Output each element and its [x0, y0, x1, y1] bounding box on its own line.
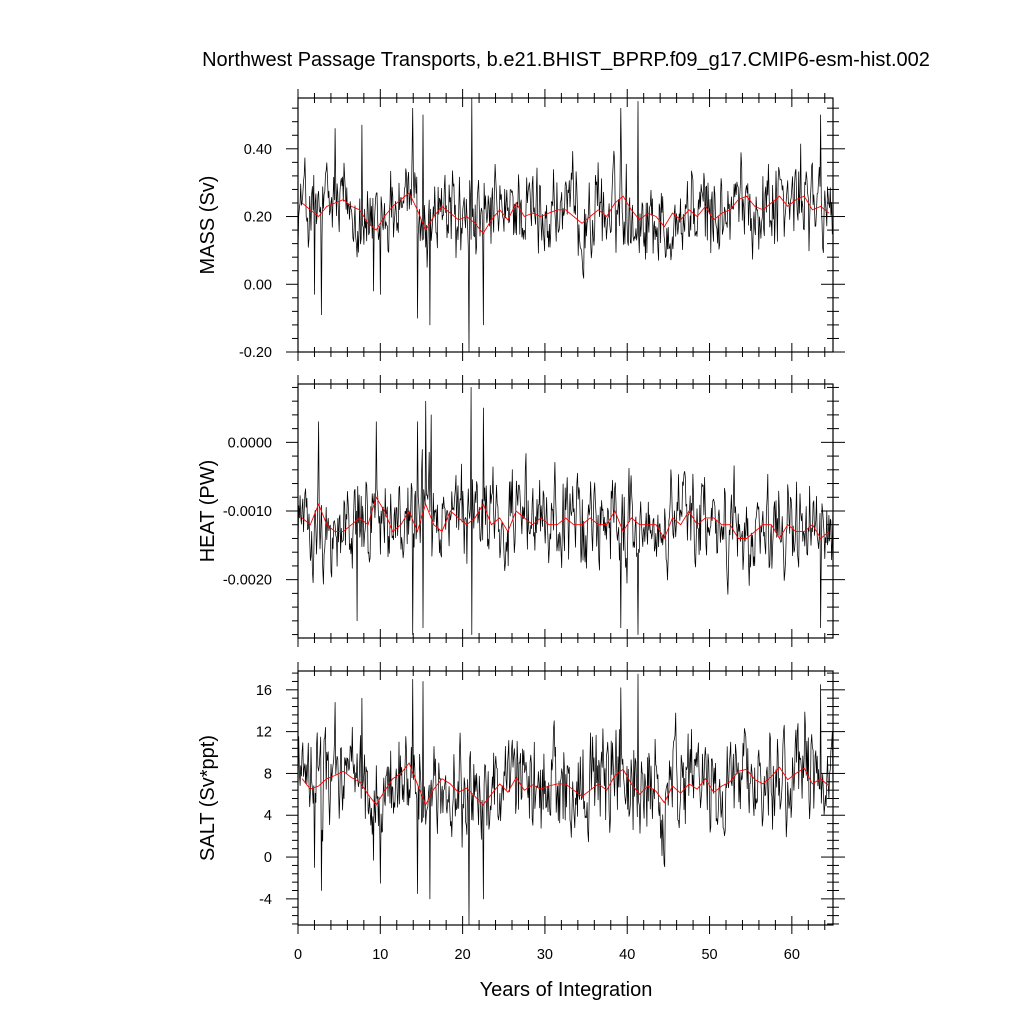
y-tick-label: 12 — [256, 725, 272, 741]
x-tick-label: 20 — [455, 947, 471, 963]
annual-mean-line — [301, 762, 830, 806]
x-tick-label: 40 — [619, 947, 635, 963]
panel-1: -0.20 0.00 0.20 0.40 MASS (Sv) — [197, 89, 845, 361]
monthly-series-line — [297, 673, 834, 926]
y-tick-label: 0 — [264, 850, 272, 866]
y-tick-label: 8 — [264, 766, 272, 782]
x-tick-label: 60 — [784, 947, 800, 963]
x-tick-label: 0 — [294, 947, 302, 963]
annual-mean-line — [301, 192, 830, 235]
y-tick-label: -4 — [259, 892, 272, 908]
annual-mean-line — [301, 496, 830, 540]
x-axis-label: Years of Integration — [480, 979, 653, 1001]
y-tick-label: 0.20 — [244, 210, 272, 226]
monthly-series-line — [297, 97, 834, 353]
plot-frame — [297, 97, 834, 353]
panels: -0.20 0.00 0.20 0.40 MASS (Sv) -0.0020 -0.0010… — [197, 89, 845, 963]
panel-3: 0 10 20 30 40 50 60 -4 0 4 8 12 16 SALT (Sv*ppt) — [197, 662, 845, 963]
plot-frame — [297, 670, 834, 926]
y-tick-label: 16 — [256, 683, 272, 699]
y-tick-label: -0.0010 — [223, 504, 272, 520]
chart-title: Northwest Passage Transports, b.e21.BHIS… — [202, 49, 930, 71]
y-tick-label: -0.20 — [239, 345, 272, 361]
x-tick-label: 50 — [701, 947, 717, 963]
y-axis-label: HEAT (PW) — [197, 460, 219, 563]
panel-2: -0.0020 -0.0010 0.0000 HEAT (PW) — [197, 375, 845, 647]
y-axis-label: MASS (Sv) — [197, 176, 219, 275]
y-tick-label: 0.0000 — [228, 435, 272, 451]
y-tick-label: -0.0020 — [223, 573, 272, 589]
x-tick-label: 10 — [372, 947, 388, 963]
x-tick-label: 30 — [537, 947, 553, 963]
y-tick-label: 4 — [264, 808, 272, 824]
y-tick-label: 0.00 — [244, 277, 272, 293]
y-tick-label: 0.40 — [244, 142, 272, 158]
y-axis-label: SALT (Sv*ppt) — [197, 735, 219, 861]
monthly-series-line — [297, 387, 834, 635]
